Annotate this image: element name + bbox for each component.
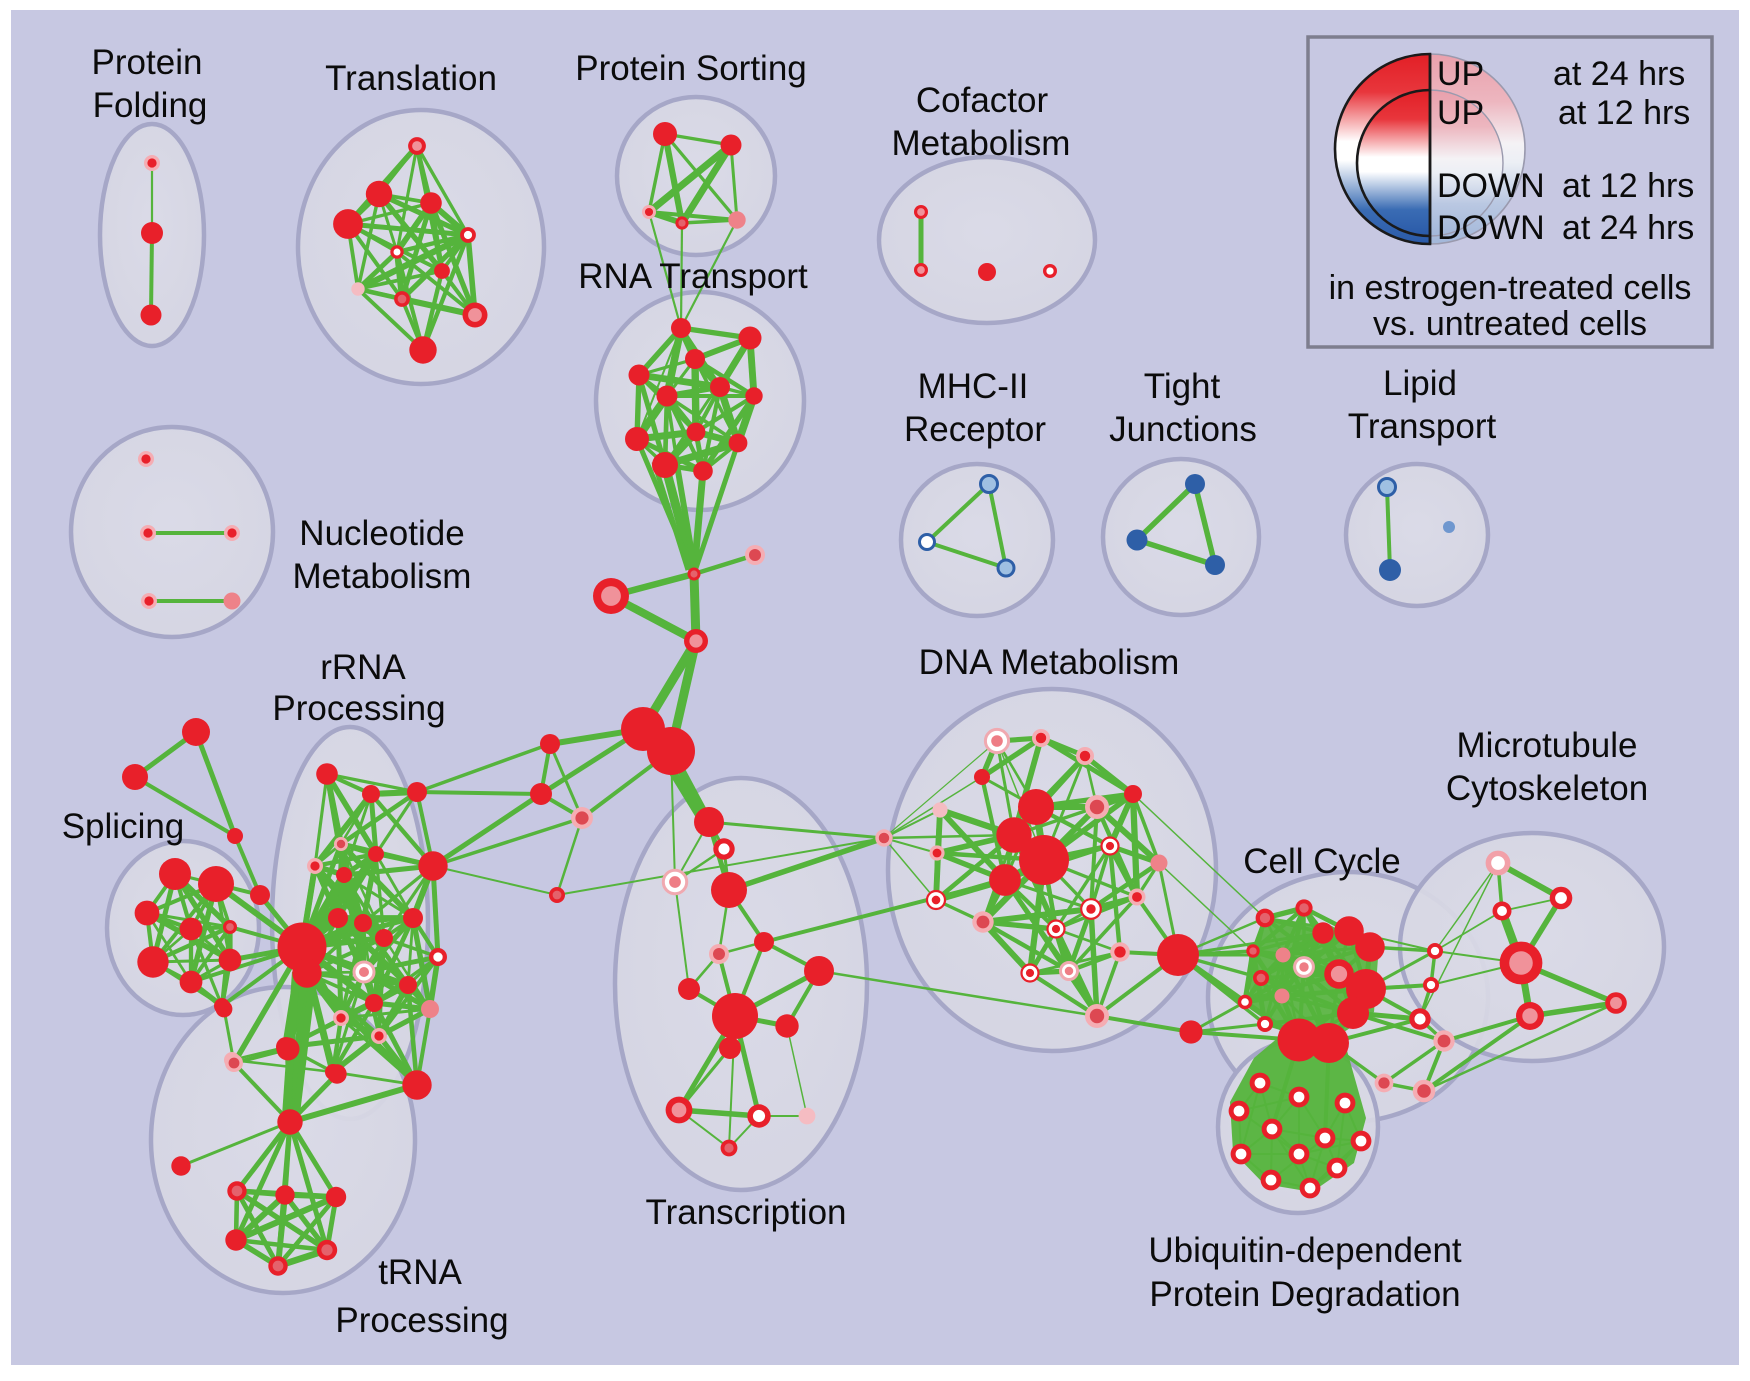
svg-text:MHC-II: MHC-II bbox=[918, 367, 1029, 406]
svg-text:Transcription: Transcription bbox=[646, 1193, 847, 1232]
svg-text:Metabolism: Metabolism bbox=[892, 124, 1071, 163]
svg-text:tRNA: tRNA bbox=[378, 1253, 462, 1292]
svg-text:at 12 hrs: at 12 hrs bbox=[1562, 167, 1694, 205]
svg-text:Metabolism: Metabolism bbox=[293, 557, 472, 596]
svg-text:Cytoskeleton: Cytoskeleton bbox=[1446, 769, 1648, 808]
svg-text:Junctions: Junctions bbox=[1109, 410, 1257, 449]
svg-text:Ubiquitin-dependent: Ubiquitin-dependent bbox=[1148, 1231, 1462, 1270]
svg-text:Cofactor: Cofactor bbox=[916, 81, 1049, 120]
svg-text:UP: UP bbox=[1437, 55, 1484, 93]
svg-text:at 24 hrs: at 24 hrs bbox=[1553, 55, 1685, 93]
svg-text:RNA Transport: RNA Transport bbox=[578, 257, 808, 296]
svg-text:vs. untreated cells: vs. untreated cells bbox=[1373, 305, 1647, 343]
svg-text:Tight: Tight bbox=[1144, 367, 1221, 406]
svg-text:rRNA: rRNA bbox=[320, 648, 406, 687]
svg-text:Splicing: Splicing bbox=[62, 807, 185, 846]
svg-text:at 12 hrs: at 12 hrs bbox=[1558, 94, 1690, 132]
svg-text:Transport: Transport bbox=[1348, 407, 1497, 446]
svg-text:DOWN: DOWN bbox=[1437, 167, 1545, 205]
svg-text:Microtubule: Microtubule bbox=[1457, 726, 1638, 765]
svg-text:Receptor: Receptor bbox=[904, 410, 1046, 449]
svg-text:Protein Sorting: Protein Sorting bbox=[575, 49, 807, 88]
svg-text:Processing: Processing bbox=[272, 689, 445, 728]
svg-text:DOWN: DOWN bbox=[1437, 209, 1545, 247]
svg-text:Folding: Folding bbox=[93, 86, 208, 125]
svg-text:DNA Metabolism: DNA Metabolism bbox=[919, 643, 1180, 682]
svg-text:Translation: Translation bbox=[325, 59, 497, 98]
svg-text:Processing: Processing bbox=[335, 1301, 508, 1340]
svg-text:Lipid: Lipid bbox=[1383, 364, 1457, 403]
svg-text:Protein Degradation: Protein Degradation bbox=[1149, 1275, 1460, 1314]
svg-text:Nucleotide: Nucleotide bbox=[299, 514, 464, 553]
svg-text:Protein: Protein bbox=[92, 43, 203, 82]
svg-text:in estrogen-treated cells: in estrogen-treated cells bbox=[1329, 269, 1692, 307]
svg-text:UP: UP bbox=[1437, 94, 1484, 132]
svg-text:at 24 hrs: at 24 hrs bbox=[1562, 209, 1694, 247]
svg-text:Cell Cycle: Cell Cycle bbox=[1243, 842, 1401, 881]
